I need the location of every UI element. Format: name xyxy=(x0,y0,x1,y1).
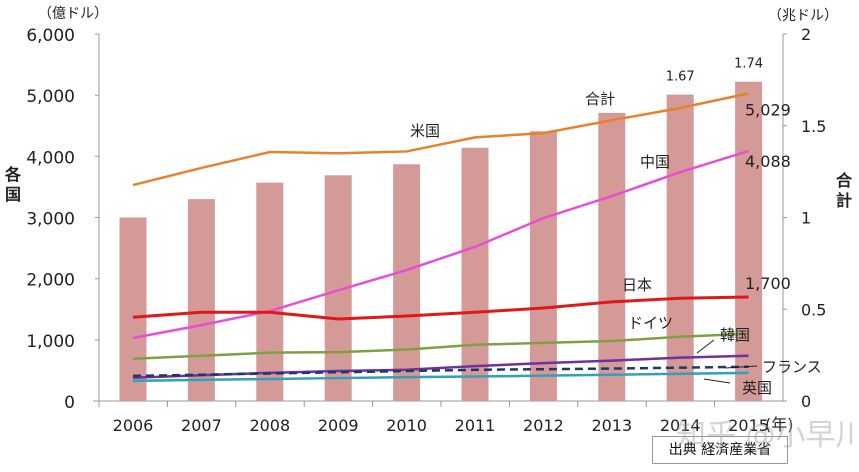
x-tick-label: 2010 xyxy=(386,416,427,435)
right-tick-label: 0.5 xyxy=(801,300,826,319)
bar-total xyxy=(735,81,763,402)
series-label: ドイツ xyxy=(628,314,673,332)
x-tick-label: 2015 xyxy=(728,416,769,435)
x-tick-label: 2013 xyxy=(591,416,632,435)
series-label: 中国 xyxy=(640,153,670,171)
end-value-label: 4,088 xyxy=(745,152,791,171)
left-tick-label: 3,000 xyxy=(26,210,75,230)
line-series-韓国 xyxy=(132,354,749,380)
series-label: 米国 xyxy=(410,122,440,140)
end-value-label: 5,029 xyxy=(745,100,791,119)
left-axis-label: 国 xyxy=(5,185,21,204)
bar-total xyxy=(529,131,557,401)
line-series-英国 xyxy=(132,371,749,383)
series-label: フランス xyxy=(762,358,822,376)
series-label: 日本 xyxy=(622,276,652,294)
left-tick-label: 2,000 xyxy=(26,271,75,291)
x-tick-label: 2014 xyxy=(660,416,701,435)
leader-line xyxy=(724,365,758,369)
source-note: 出典 経済産業省 xyxy=(652,436,788,464)
bar-total xyxy=(598,112,626,401)
bar-total xyxy=(256,182,284,401)
line-series-ドイツ xyxy=(132,332,749,361)
series-label: 英国 xyxy=(742,379,772,397)
leader-line xyxy=(703,378,731,384)
right-axis-label: 合 xyxy=(836,171,853,190)
bar-total xyxy=(393,164,421,401)
line-series-米国 xyxy=(132,92,749,187)
x-tick-label: 2007 xyxy=(181,416,222,435)
x-tick-label: 2006 xyxy=(113,416,154,435)
left-axis-unit: （億ドル） xyxy=(38,6,108,22)
series-label: 韓国 xyxy=(720,326,750,344)
bar-total xyxy=(187,199,215,401)
x-axis-unit: (年) xyxy=(765,415,794,434)
left-axis-label: 各 xyxy=(4,165,22,184)
left-tick-label: 1,000 xyxy=(26,332,75,352)
right-tick-label: 1 xyxy=(801,209,811,228)
x-tick-label: 2009 xyxy=(318,416,359,435)
x-tick-label: 2008 xyxy=(249,416,290,435)
left-tick-label: 5,000 xyxy=(26,87,75,107)
line-series-中国 xyxy=(132,149,749,340)
leader-line xyxy=(696,339,715,354)
right-axis-unit: （兆ドル） xyxy=(768,8,838,24)
right-axis-label: 計 xyxy=(836,191,852,210)
bar-data-label: 1.67 xyxy=(666,70,695,85)
bars-label: 合計 xyxy=(585,90,615,108)
right-tick-label: 1.5 xyxy=(801,117,826,136)
end-value-label: 1,700 xyxy=(745,274,791,293)
bar-total xyxy=(119,217,147,401)
left-tick-label: 0 xyxy=(64,393,75,413)
right-tick-label: 0 xyxy=(801,392,811,411)
right-tick-label: 2 xyxy=(801,25,811,44)
bar-total xyxy=(461,147,489,401)
line-series-日本 xyxy=(132,295,749,321)
line-series-フランス xyxy=(132,365,749,378)
bar-data-label: 1.74 xyxy=(734,57,763,72)
x-tick-label: 2011 xyxy=(455,416,496,435)
x-tick-label: 2012 xyxy=(523,416,564,435)
left-tick-label: 6,000 xyxy=(26,26,75,46)
bar-total xyxy=(666,94,694,402)
left-tick-label: 4,000 xyxy=(26,148,75,168)
watermark: 知乎 @小早川 xyxy=(676,418,859,453)
